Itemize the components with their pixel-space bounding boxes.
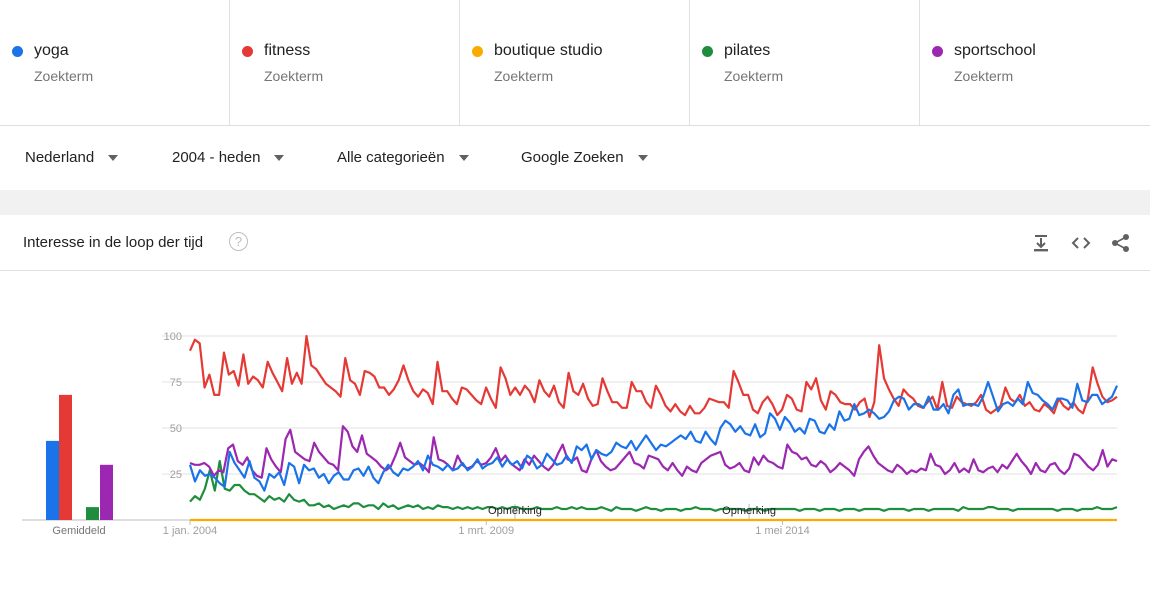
average-bar-pilates[interactable] <box>86 507 99 520</box>
source-dropdown[interactable]: Google Zoeken <box>521 149 648 166</box>
term-type: Zoekterm <box>264 68 324 84</box>
term-card-fitness[interactable]: fitness Zoekterm <box>230 0 460 126</box>
note-label[interactable]: Opmerking <box>722 505 776 517</box>
chevron-down-icon <box>637 154 648 161</box>
help-icon[interactable]: ? <box>229 232 248 251</box>
x-tick-label: 1 mrt. 2009 <box>458 525 514 537</box>
series-color-dot <box>702 46 713 57</box>
average-bar-fitness[interactable] <box>59 394 72 520</box>
term-type: Zoekterm <box>34 68 94 84</box>
chevron-down-icon <box>458 154 469 161</box>
term-name: pilates <box>724 42 771 59</box>
series-color-dot <box>12 46 23 57</box>
average-bar-sportschool[interactable] <box>100 464 113 520</box>
series-color-dot <box>472 46 483 57</box>
term-type: Zoekterm <box>954 68 1014 84</box>
region-label: Nederland <box>25 149 95 166</box>
section-gap <box>0 190 1150 215</box>
card-header: Interesse in de loop der tijd <box>0 215 1150 271</box>
y-tick-label: 25 <box>170 469 182 481</box>
series-line-yoga[interactable] <box>188 380 1119 492</box>
term-type: Zoekterm <box>494 68 554 84</box>
region-dropdown[interactable]: Nederland <box>25 149 119 166</box>
period-label: 2004 - heden <box>172 149 261 166</box>
chevron-down-icon <box>274 154 285 161</box>
term-card-pilates[interactable]: pilates Zoekterm <box>690 0 920 126</box>
term-type: Zoekterm <box>724 68 784 84</box>
chevron-down-icon <box>108 154 119 161</box>
category-label: Alle categorieën <box>337 149 445 166</box>
period-dropdown[interactable]: 2004 - heden <box>172 149 285 166</box>
download-icon[interactable] <box>1030 232 1052 254</box>
average-label: Gemiddeld <box>52 525 105 537</box>
note-label[interactable]: Opmerking <box>488 505 542 517</box>
term-card-sportschool[interactable]: sportschool Zoekterm <box>920 0 1150 126</box>
term-name: fitness <box>264 42 311 59</box>
term-name: yoga <box>34 42 69 59</box>
filter-bar: Nederland 2004 - heden Alle categorieën … <box>0 126 1150 190</box>
search-terms-bar: yoga Zoekterm fitness Zoekterm boutique … <box>0 0 1150 126</box>
series-color-dot <box>242 46 253 57</box>
average-bar-yoga[interactable] <box>46 440 59 520</box>
series-line-sportschool[interactable] <box>189 425 1118 479</box>
y-tick-label: 50 <box>170 423 182 435</box>
source-label: Google Zoeken <box>521 149 624 166</box>
category-dropdown[interactable]: Alle categorieën <box>337 149 469 166</box>
y-tick-label: 100 <box>164 331 182 343</box>
term-card-boutique-studio[interactable]: boutique studio Zoekterm <box>460 0 690 126</box>
card-title: Interesse in de loop der tijd <box>23 234 204 251</box>
x-tick-label: 1 jan. 2004 <box>163 525 217 537</box>
term-card-yoga[interactable]: yoga Zoekterm <box>0 0 230 126</box>
x-tick-label: 1 mei 2014 <box>755 525 809 537</box>
y-tick-label: 75 <box>170 377 182 389</box>
term-name: boutique studio <box>494 42 603 59</box>
series-line-pilates[interactable] <box>189 460 1118 512</box>
term-name: sportschool <box>954 42 1036 59</box>
share-icon[interactable] <box>1110 232 1132 254</box>
series-color-dot <box>932 46 943 57</box>
embed-code-icon[interactable] <box>1070 232 1092 254</box>
